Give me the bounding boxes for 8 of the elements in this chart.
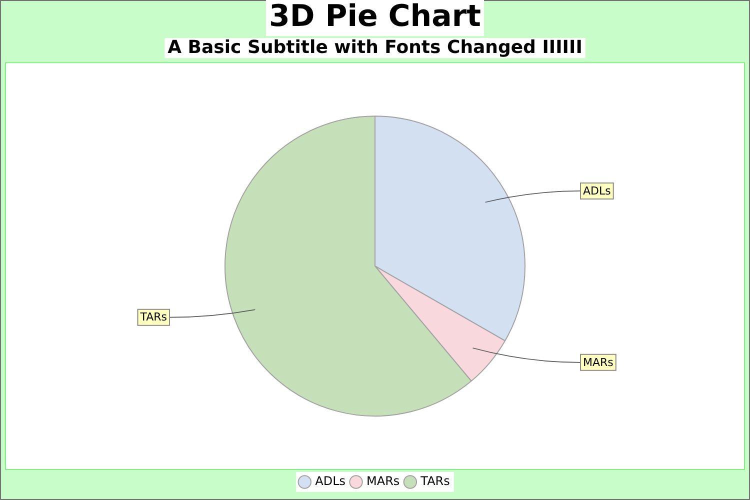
chart-subtitle: A Basic Subtitle with Fonts Changed IIIIII bbox=[168, 36, 582, 58]
slice-label: TARs bbox=[139, 310, 168, 324]
legend-label: TARs bbox=[420, 474, 450, 488]
legend-label: ADLs bbox=[315, 474, 346, 488]
legend-label: MARs bbox=[366, 474, 400, 488]
chart-title: 3D Pie Chart bbox=[268, 0, 482, 34]
slice-label: ADLs bbox=[583, 184, 612, 198]
slice-label: MARs bbox=[583, 356, 614, 369]
